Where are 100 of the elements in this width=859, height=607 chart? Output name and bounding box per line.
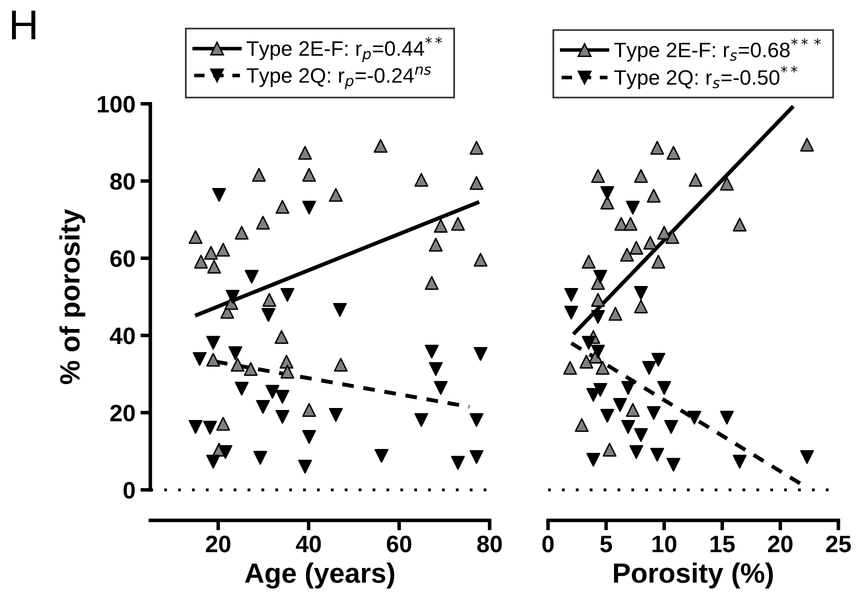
legend-label: Type 2Q: r$_{s}$=-0.50$^{**}$ xyxy=(614,66,798,89)
point xyxy=(262,293,276,307)
point xyxy=(591,310,605,324)
point xyxy=(226,290,240,304)
point xyxy=(280,364,294,379)
point xyxy=(206,454,220,469)
y-tick-label: 80 xyxy=(110,173,135,190)
point xyxy=(620,248,634,262)
point xyxy=(591,344,605,359)
point xyxy=(188,230,202,244)
point xyxy=(218,445,232,459)
point xyxy=(228,346,242,360)
point xyxy=(474,252,488,267)
point xyxy=(276,410,290,424)
point xyxy=(582,336,596,350)
point xyxy=(688,172,702,187)
point xyxy=(650,140,664,155)
legend-label: Type 2Q: r$_{p}$=-0.24$^{ns}$ xyxy=(246,66,432,90)
point xyxy=(586,388,600,402)
point xyxy=(651,352,666,367)
point xyxy=(650,448,664,462)
point xyxy=(629,240,644,255)
point xyxy=(470,176,484,190)
point xyxy=(474,347,488,361)
point xyxy=(216,416,230,431)
point xyxy=(586,452,600,467)
y-tick-label: 0 xyxy=(124,482,135,499)
point xyxy=(414,413,428,427)
x-tick-label: 60 xyxy=(386,536,412,552)
point xyxy=(564,306,578,320)
x-tick-label: 80 xyxy=(477,536,502,552)
point xyxy=(666,458,680,472)
text: H xyxy=(12,10,36,40)
point xyxy=(230,358,245,372)
point xyxy=(207,260,222,274)
point xyxy=(602,442,616,457)
point xyxy=(276,390,290,404)
point xyxy=(234,382,249,396)
y-tick-label: 100 xyxy=(98,96,135,113)
x-tick-label: 25 xyxy=(826,536,851,552)
point xyxy=(593,270,608,284)
point xyxy=(188,420,202,434)
point xyxy=(428,362,443,376)
point xyxy=(720,410,734,425)
point xyxy=(374,448,388,463)
point xyxy=(664,420,678,434)
point xyxy=(732,218,747,232)
y-tick-label: 40 xyxy=(110,327,135,344)
point xyxy=(302,430,316,444)
point xyxy=(261,308,276,322)
point xyxy=(216,242,230,257)
point xyxy=(651,254,666,269)
point xyxy=(591,169,605,183)
point xyxy=(646,406,661,420)
point xyxy=(720,176,734,191)
point xyxy=(256,400,270,414)
point xyxy=(298,146,312,160)
point xyxy=(600,186,614,200)
point xyxy=(579,354,594,369)
legend-label: Type 2E-F: r$_{s}$=0.68$^{***}$ xyxy=(614,38,821,62)
point xyxy=(470,450,484,464)
point xyxy=(732,454,747,469)
point xyxy=(302,403,316,417)
point xyxy=(624,216,638,231)
point xyxy=(414,172,428,187)
point xyxy=(298,460,312,474)
point xyxy=(451,216,465,231)
y-tick-label: 60 xyxy=(110,250,135,268)
point xyxy=(657,381,672,395)
point xyxy=(302,168,316,182)
point xyxy=(800,138,814,152)
x-axis-title: Porosity (%) xyxy=(614,562,773,588)
x-tick-label: 20 xyxy=(768,536,792,552)
point xyxy=(434,381,448,395)
x-tick-label: 5 xyxy=(600,536,612,552)
point xyxy=(266,384,280,399)
point xyxy=(256,216,270,230)
point xyxy=(634,428,648,442)
point xyxy=(634,169,648,183)
point xyxy=(800,450,814,464)
point xyxy=(634,300,648,314)
x-tick-label: 10 xyxy=(652,536,676,552)
point xyxy=(302,200,316,215)
point xyxy=(582,254,596,269)
point xyxy=(451,456,465,470)
x-axis-title: Age (years) xyxy=(245,562,394,589)
x-tick-label: 40 xyxy=(296,536,321,552)
point xyxy=(434,218,448,233)
point xyxy=(600,408,614,423)
point xyxy=(626,403,640,417)
y-tick-label: 20 xyxy=(110,404,135,422)
point xyxy=(608,306,622,321)
x-tick-label: 20 xyxy=(206,536,230,552)
point xyxy=(634,286,648,300)
point xyxy=(591,293,605,307)
point xyxy=(206,352,220,367)
point xyxy=(574,418,589,432)
point xyxy=(334,358,348,372)
y-axis-title: % of porosity xyxy=(59,209,86,384)
point xyxy=(280,288,294,302)
